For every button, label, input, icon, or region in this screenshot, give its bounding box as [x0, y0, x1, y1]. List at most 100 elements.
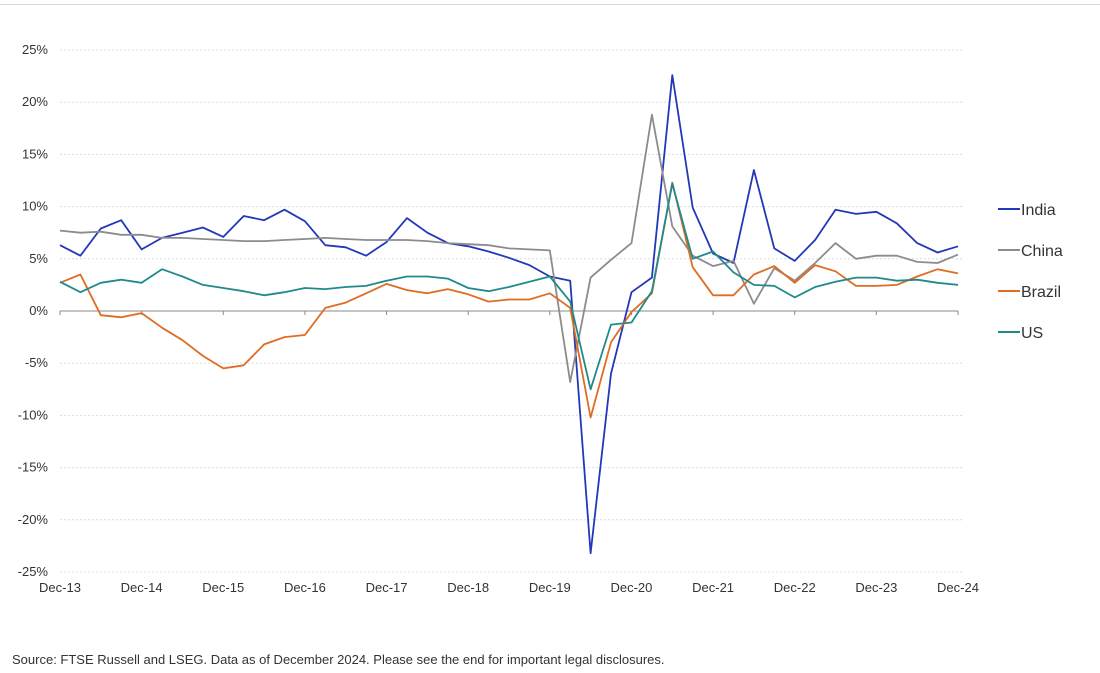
- data-point: [100, 228, 102, 230]
- legend-label: China: [1021, 243, 1063, 260]
- data-point: [120, 316, 122, 318]
- data-point: [59, 281, 61, 283]
- data-point: [386, 283, 388, 285]
- data-point: [712, 294, 714, 296]
- data-point: [141, 234, 143, 236]
- data-point: [733, 294, 735, 296]
- data-point: [794, 260, 796, 262]
- data-point: [773, 285, 775, 287]
- data-point: [814, 264, 816, 266]
- data-point: [875, 211, 877, 213]
- data-point: [835, 270, 837, 272]
- data-point: [181, 232, 183, 234]
- x-tick-label: Dec-21: [692, 580, 734, 595]
- data-point: [753, 273, 755, 275]
- y-tick-label: -20%: [18, 512, 49, 527]
- data-point: [202, 355, 204, 357]
- data-point: [957, 284, 959, 286]
- data-point: [590, 552, 592, 554]
- data-point: [630, 291, 632, 293]
- series-line-us: [59, 182, 959, 391]
- zero-axis: [59, 310, 959, 315]
- legend-label: India: [1021, 202, 1056, 219]
- legend: India China Brazil US: [998, 202, 1063, 342]
- data-point: [875, 255, 877, 257]
- data-point: [467, 243, 469, 245]
- data-point: [304, 334, 306, 336]
- x-axis-ticks: Dec-13 Dec-14 Dec-15 Dec-16 Dec-17 Dec-18 Dec-…: [39, 580, 979, 595]
- legend-item-india: India: [998, 202, 1056, 219]
- data-point: [222, 236, 224, 238]
- data-point: [569, 301, 571, 303]
- data-point: [875, 277, 877, 279]
- y-axis-ticks: 25% 20% 15% 10% 5% 0% -5% -10% -15% -20% -25%: [18, 42, 49, 579]
- data-point: [896, 222, 898, 224]
- data-point: [426, 240, 428, 242]
- data-point: [590, 388, 592, 390]
- data-point: [549, 276, 551, 278]
- y-tick-label: 20%: [22, 94, 48, 109]
- data-point: [324, 237, 326, 239]
- data-point: [671, 225, 673, 227]
- series-lines: [59, 74, 959, 555]
- series-us: [59, 182, 959, 391]
- data-point: [610, 259, 612, 261]
- data-point: [957, 254, 959, 256]
- data-point: [835, 209, 837, 211]
- y-tick-label: -15%: [18, 460, 49, 475]
- data-point: [100, 231, 102, 233]
- data-point: [406, 239, 408, 241]
- data-point: [957, 245, 959, 247]
- data-point: [855, 277, 857, 279]
- data-point: [528, 281, 530, 283]
- x-tick-label: Dec-13: [39, 580, 81, 595]
- legend-item-china: China: [998, 243, 1063, 260]
- data-point: [753, 284, 755, 286]
- y-tick-label: 0%: [29, 303, 48, 318]
- x-tick-label: Dec-23: [855, 580, 897, 595]
- data-point: [263, 294, 265, 296]
- data-point: [161, 327, 163, 329]
- data-point: [467, 293, 469, 295]
- data-point: [773, 265, 775, 267]
- data-point: [181, 276, 183, 278]
- data-point: [875, 285, 877, 287]
- data-point: [916, 276, 918, 278]
- data-point: [202, 238, 204, 240]
- data-point: [161, 237, 163, 239]
- data-point: [222, 287, 224, 289]
- data-point: [345, 302, 347, 304]
- data-point: [100, 282, 102, 284]
- data-point: [79, 232, 81, 234]
- x-tick-label: Dec-19: [529, 580, 571, 595]
- legend-label: US: [1021, 325, 1043, 342]
- data-point: [814, 286, 816, 288]
- x-tick-label: Dec-18: [447, 580, 489, 595]
- data-point: [916, 242, 918, 244]
- data-point: [937, 282, 939, 284]
- data-point: [222, 239, 224, 241]
- data-point: [753, 303, 755, 305]
- data-point: [79, 273, 81, 275]
- data-point: [447, 278, 449, 280]
- data-point: [406, 276, 408, 278]
- y-tick-label: -5%: [25, 355, 49, 370]
- data-point: [365, 239, 367, 241]
- data-point: [508, 257, 510, 259]
- data-point: [284, 239, 286, 241]
- data-point: [202, 226, 204, 228]
- data-point: [692, 258, 694, 260]
- data-point: [406, 217, 408, 219]
- data-point: [855, 285, 857, 287]
- top-divider: [0, 4, 1100, 5]
- series-line-china: [59, 113, 959, 383]
- data-point: [630, 321, 632, 323]
- data-point: [386, 280, 388, 282]
- data-point: [181, 237, 183, 239]
- data-point: [610, 341, 612, 343]
- data-point: [610, 324, 612, 326]
- y-tick-label: 15%: [22, 146, 48, 161]
- data-point: [426, 292, 428, 294]
- data-point: [263, 240, 265, 242]
- data-point: [488, 301, 490, 303]
